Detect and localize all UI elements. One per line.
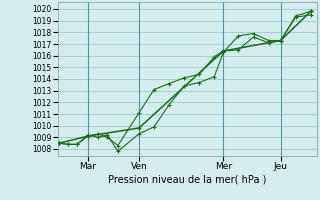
X-axis label: Pression niveau de la mer( hPa ): Pression niveau de la mer( hPa ) [108, 174, 266, 184]
